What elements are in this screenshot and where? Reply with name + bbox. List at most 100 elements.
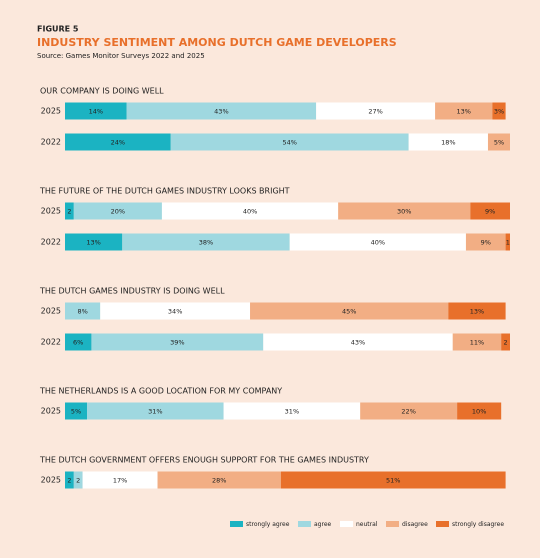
bar-segment — [487, 133, 510, 151]
value-label: 5% — [494, 139, 504, 147]
value-label: 10% — [472, 408, 486, 416]
value-label: 17% — [113, 477, 127, 485]
value-label: 20% — [111, 208, 125, 216]
category-label: 2025 — [41, 476, 61, 485]
bar-segment — [65, 133, 171, 151]
bar-segment — [100, 302, 251, 320]
legend-label: strongly disagree — [452, 521, 504, 528]
bar-segment — [408, 133, 488, 151]
value-label: 27% — [368, 108, 382, 116]
bar-segment — [250, 302, 449, 320]
category-label: 2025 — [41, 107, 61, 116]
value-label: 43% — [351, 339, 365, 347]
value-label: 45% — [342, 308, 356, 316]
legend-label: agree — [314, 521, 332, 528]
bar-segment — [505, 233, 510, 251]
legend-label: strongly agree — [246, 521, 290, 528]
bar-segment — [289, 233, 466, 251]
bar-segment — [501, 333, 510, 351]
legend-swatch — [436, 521, 449, 527]
bar-segment — [360, 402, 458, 420]
value-label: 11% — [470, 339, 484, 347]
bar-segment — [126, 102, 317, 120]
value-label: 34% — [168, 308, 182, 316]
value-label: 2 — [67, 477, 71, 485]
bar-segment — [280, 471, 506, 489]
legend-swatch — [230, 521, 243, 527]
value-label: 2 — [504, 339, 508, 347]
value-label: 30% — [397, 208, 411, 216]
panel-title: THE FUTURE OF THE DUTCH GAMES INDUSTRY L… — [39, 187, 290, 196]
panel-title: OUR COMPANY IS DOING WELL — [40, 87, 164, 96]
category-label: 2025 — [41, 207, 61, 216]
chart-title: INDUSTRY SENTIMENT AMONG DUTCH GAME DEVE… — [37, 36, 397, 49]
bar-segment — [448, 302, 506, 320]
bar-segment — [65, 202, 74, 220]
bar-segment — [492, 102, 506, 120]
bar-segment — [87, 402, 224, 420]
bar-segment — [65, 333, 92, 351]
value-label: 14% — [89, 108, 103, 116]
legend-label: disagree — [402, 521, 428, 528]
value-label: 43% — [214, 108, 228, 116]
value-label: 31% — [148, 408, 162, 416]
bar-segment — [82, 471, 158, 489]
bar-segment — [65, 302, 101, 320]
bar-segment — [452, 333, 502, 351]
bar-segment — [435, 102, 493, 120]
value-label: 5% — [71, 408, 81, 416]
value-label: 51% — [386, 477, 400, 485]
bar-segment — [73, 471, 83, 489]
bar-segment — [457, 402, 502, 420]
panel-title: THE DUTCH GOVERNMENT OFFERS ENOUGH SUPPO… — [39, 456, 369, 465]
category-label: 2022 — [41, 338, 61, 347]
value-label: 1 — [506, 239, 510, 247]
value-label: 31% — [285, 408, 299, 416]
value-label: 22% — [401, 408, 415, 416]
legend-swatch — [386, 521, 399, 527]
panel-title: THE NETHERLANDS IS A GOOD LOCATION FOR M… — [39, 387, 282, 396]
category-label: 2022 — [41, 238, 61, 247]
legend-swatch — [340, 521, 353, 527]
legend-label: neutral — [356, 521, 378, 528]
bar-segment — [263, 333, 453, 351]
bar-segment — [465, 233, 506, 251]
bar-segment — [122, 233, 290, 251]
value-label: 40% — [371, 239, 385, 247]
value-label: 28% — [212, 477, 226, 485]
bar-segment — [170, 133, 409, 151]
value-label: 3% — [494, 108, 504, 116]
bar-segment — [65, 102, 127, 120]
value-label: 24% — [111, 139, 125, 147]
value-label: 18% — [441, 139, 455, 147]
bar-segment — [65, 233, 123, 251]
panel-title: THE DUTCH GAMES INDUSTRY IS DOING WELL — [39, 287, 225, 296]
bar-segment — [91, 333, 264, 351]
value-label: 8% — [77, 308, 87, 316]
value-label: 40% — [243, 208, 257, 216]
bar-segment — [470, 202, 510, 220]
bar-segment — [65, 402, 88, 420]
value-label: 39% — [170, 339, 184, 347]
figure-label: FIGURE 5 — [37, 25, 79, 34]
value-label: 6% — [73, 339, 83, 347]
bar-segment — [161, 202, 339, 220]
source: Source: Games Monitor Surveys 2022 and 2… — [37, 52, 205, 60]
value-label: 13% — [457, 108, 471, 116]
value-label: 13% — [470, 308, 484, 316]
category-label: 2022 — [41, 138, 61, 147]
bar-segment — [73, 202, 162, 220]
bar-segment — [316, 102, 436, 120]
bar-segment — [157, 471, 281, 489]
bar-segment — [65, 471, 74, 489]
value-label: 2 — [76, 477, 80, 485]
value-label: 38% — [199, 239, 213, 247]
value-label: 9% — [481, 239, 491, 247]
value-label: 2 — [67, 208, 71, 216]
category-label: 2025 — [41, 307, 61, 316]
bar-segment — [338, 202, 471, 220]
category-label: 2025 — [41, 407, 61, 416]
value-label: 9% — [485, 208, 495, 216]
